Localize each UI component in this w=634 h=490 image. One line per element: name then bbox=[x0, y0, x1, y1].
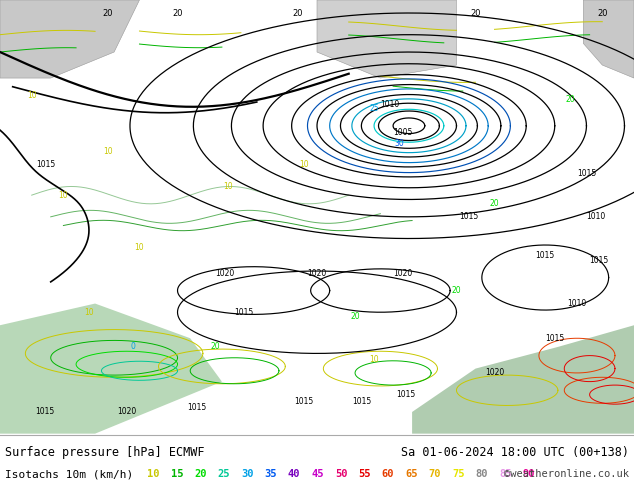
Text: 10: 10 bbox=[223, 182, 233, 191]
Text: 65: 65 bbox=[405, 469, 418, 479]
Text: 10: 10 bbox=[84, 308, 94, 317]
Polygon shape bbox=[0, 0, 139, 78]
Text: 20: 20 bbox=[489, 199, 500, 208]
Text: Isotachs 10m (km/h): Isotachs 10m (km/h) bbox=[5, 469, 133, 479]
Text: 1005: 1005 bbox=[393, 128, 412, 137]
Text: 1010: 1010 bbox=[586, 212, 605, 221]
Text: 1015: 1015 bbox=[37, 160, 56, 169]
Text: 10: 10 bbox=[58, 191, 68, 199]
Text: ©weatheronline.co.uk: ©weatheronline.co.uk bbox=[504, 469, 629, 479]
Text: 1020: 1020 bbox=[117, 408, 136, 416]
Text: 40: 40 bbox=[288, 469, 301, 479]
Text: 10: 10 bbox=[134, 243, 145, 252]
Text: 1020: 1020 bbox=[307, 269, 327, 278]
Text: Surface pressure [hPa] ECMWF: Surface pressure [hPa] ECMWF bbox=[5, 446, 205, 459]
Text: 60: 60 bbox=[382, 469, 394, 479]
Text: 1020: 1020 bbox=[393, 269, 412, 278]
Text: 1015: 1015 bbox=[577, 169, 596, 178]
Text: 1015: 1015 bbox=[460, 212, 479, 221]
Text: 55: 55 bbox=[358, 469, 371, 479]
Text: 10: 10 bbox=[299, 160, 309, 169]
Text: 30: 30 bbox=[394, 139, 404, 147]
Text: 1010: 1010 bbox=[567, 299, 586, 308]
Polygon shape bbox=[412, 325, 634, 434]
Text: 1020: 1020 bbox=[216, 269, 235, 278]
Text: 10: 10 bbox=[27, 91, 37, 100]
Text: 20: 20 bbox=[293, 8, 303, 18]
Polygon shape bbox=[317, 0, 456, 78]
Text: 45: 45 bbox=[311, 469, 324, 479]
Text: 1015: 1015 bbox=[536, 251, 555, 260]
Text: 80: 80 bbox=[476, 469, 488, 479]
Text: 1015: 1015 bbox=[352, 396, 371, 406]
Text: 20: 20 bbox=[103, 8, 113, 18]
Text: 35: 35 bbox=[264, 469, 277, 479]
Text: 20: 20 bbox=[597, 8, 607, 18]
Text: 1015: 1015 bbox=[396, 390, 415, 399]
Text: 10: 10 bbox=[147, 469, 160, 479]
Text: 10: 10 bbox=[369, 355, 379, 365]
Text: 1015: 1015 bbox=[235, 308, 254, 317]
Text: 1010: 1010 bbox=[380, 99, 399, 109]
Text: 1015: 1015 bbox=[295, 396, 314, 406]
Text: 20: 20 bbox=[566, 95, 576, 104]
Text: 25: 25 bbox=[369, 104, 379, 113]
Text: 10: 10 bbox=[103, 147, 113, 156]
Polygon shape bbox=[0, 304, 222, 434]
Text: 25: 25 bbox=[217, 469, 230, 479]
Text: 0: 0 bbox=[131, 343, 136, 351]
Text: 30: 30 bbox=[241, 469, 254, 479]
Text: 20: 20 bbox=[470, 8, 481, 18]
Text: 20: 20 bbox=[451, 286, 462, 295]
Text: 1015: 1015 bbox=[590, 256, 609, 265]
Text: 20: 20 bbox=[172, 8, 183, 18]
Polygon shape bbox=[583, 0, 634, 78]
Text: 1020: 1020 bbox=[485, 368, 504, 377]
Text: 15: 15 bbox=[171, 469, 183, 479]
Text: 20: 20 bbox=[194, 469, 207, 479]
Text: Sa 01-06-2024 18:00 UTC (00+138): Sa 01-06-2024 18:00 UTC (00+138) bbox=[401, 446, 629, 459]
Text: 1015: 1015 bbox=[545, 334, 564, 343]
Text: 75: 75 bbox=[452, 469, 465, 479]
Text: 1015: 1015 bbox=[35, 408, 54, 416]
Text: 85: 85 bbox=[499, 469, 512, 479]
Text: 20: 20 bbox=[210, 343, 221, 351]
Text: 50: 50 bbox=[335, 469, 347, 479]
Text: 1015: 1015 bbox=[187, 403, 206, 412]
Text: 20: 20 bbox=[350, 312, 360, 321]
Text: 90: 90 bbox=[522, 469, 535, 479]
Text: 70: 70 bbox=[429, 469, 441, 479]
